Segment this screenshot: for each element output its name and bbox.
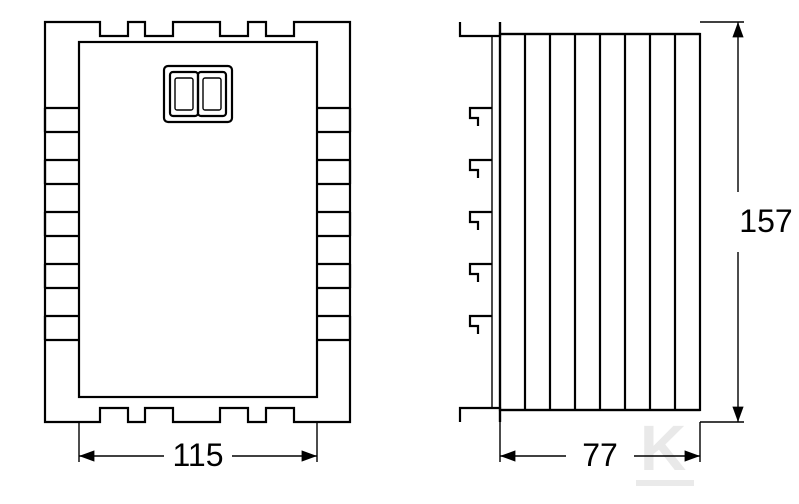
watermark-glyph: K: [640, 412, 686, 484]
watermark-underline: [636, 480, 694, 486]
front-right-slot: [317, 212, 350, 236]
front-view: [45, 22, 350, 422]
side-flange-top: [460, 22, 500, 36]
front-left-slot: [45, 264, 79, 288]
side-back-tab: [470, 264, 492, 282]
dimensions: 115 77 157: [79, 22, 793, 473]
front-left-slot: [45, 212, 79, 236]
side-back-tab: [470, 108, 492, 126]
front-left-slot: [45, 160, 79, 184]
connector-inner: [203, 78, 221, 110]
front-left-slot: [45, 316, 79, 340]
technical-drawing: K 115 77 157: [0, 0, 799, 504]
side-back-tab: [470, 160, 492, 178]
front-right-slot: [317, 264, 350, 288]
front-right-slot: [317, 316, 350, 340]
front-right-slot: [317, 108, 350, 132]
dim-value: 77: [582, 437, 618, 473]
side-back-tab: [470, 316, 492, 334]
side-view: [460, 22, 700, 422]
dim-value: 115: [172, 437, 223, 473]
dim-value: 157: [739, 203, 792, 239]
side-back-tab: [470, 212, 492, 230]
front-right-slot: [317, 160, 350, 184]
watermark: K: [636, 412, 694, 486]
connector-inner: [175, 78, 193, 110]
front-left-slot: [45, 108, 79, 132]
side-flange-bottom: [460, 408, 500, 422]
